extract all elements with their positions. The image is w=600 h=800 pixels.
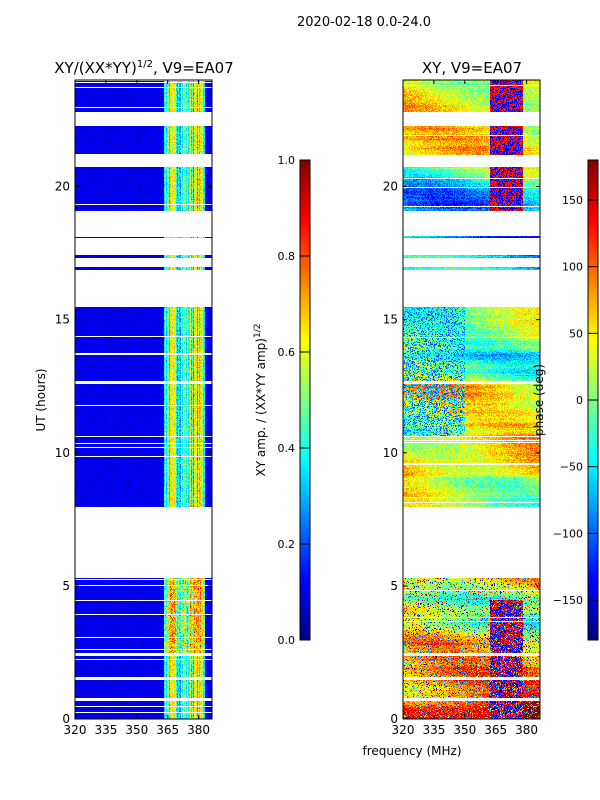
- y-tick-label: 15: [383, 313, 398, 327]
- colorbar-tick-label: 1.0: [278, 154, 296, 167]
- x-tick-label: 335: [94, 723, 117, 737]
- y-tick-label: 10: [55, 446, 70, 460]
- phase-colorbar-label: phase (deg): [532, 364, 546, 436]
- phase-heatmap: [403, 80, 540, 719]
- y-tick-label: 5: [62, 579, 70, 593]
- colorbar-tick-label: −100: [553, 527, 583, 540]
- panel-frame: [74, 79, 213, 720]
- colorbar-frame: [299, 159, 311, 641]
- y-tick-label: 15: [55, 313, 70, 327]
- x-tick-label: 380: [187, 723, 210, 737]
- left-y-axis-label: UT (hours): [34, 368, 48, 431]
- y-tick-label: 20: [55, 180, 70, 194]
- suptitle: 2020-02-18 0.0-24.0: [297, 15, 431, 30]
- panel-frame: [402, 79, 541, 720]
- x-tick-label: 365: [484, 723, 507, 737]
- colorbar-tick-label: 0.2: [278, 538, 296, 551]
- y-tick-label: 5: [390, 579, 398, 593]
- colorbar-tick-label: 100: [562, 261, 583, 274]
- colorbar-tick-label: 0: [576, 394, 583, 407]
- colorbar-tick-label: 50: [569, 327, 583, 340]
- amplitude-colorbar: [300, 160, 310, 640]
- colorbar-tick-label: 0.8: [278, 250, 296, 263]
- x-tick-label: 320: [64, 723, 87, 737]
- colorbar-tick-label: 0.0: [278, 634, 296, 647]
- x-axis-label: frequency (MHz): [362, 744, 461, 758]
- x-tick-label: 365: [156, 723, 179, 737]
- colorbar-tick-label: 0.6: [278, 346, 296, 359]
- x-tick-label: 335: [422, 723, 445, 737]
- right-panel-title: XY, V9=EA07: [422, 59, 522, 77]
- x-tick-label: 350: [125, 723, 148, 737]
- colorbar-tick-label: −150: [553, 594, 583, 607]
- colorbar-tick-label: 0.4: [278, 442, 296, 455]
- x-tick-label: 320: [392, 723, 415, 737]
- amplitude-colorbar-label: XY amp. / (XX*YY amp)1/2: [253, 324, 268, 477]
- y-tick-label: 10: [383, 446, 398, 460]
- y-tick-label: 20: [383, 180, 398, 194]
- y-tick-label: 0: [390, 712, 398, 726]
- colorbar-tick-label: −50: [560, 461, 583, 474]
- x-tick-label: 380: [515, 723, 538, 737]
- left-panel-title: XY/(XX*YY)1/2, V9=EA07: [54, 59, 233, 77]
- amplitude-heatmap: [75, 80, 212, 719]
- y-tick-label: 0: [62, 712, 70, 726]
- x-tick-label: 350: [453, 723, 476, 737]
- colorbar-tick-label: 150: [562, 194, 583, 207]
